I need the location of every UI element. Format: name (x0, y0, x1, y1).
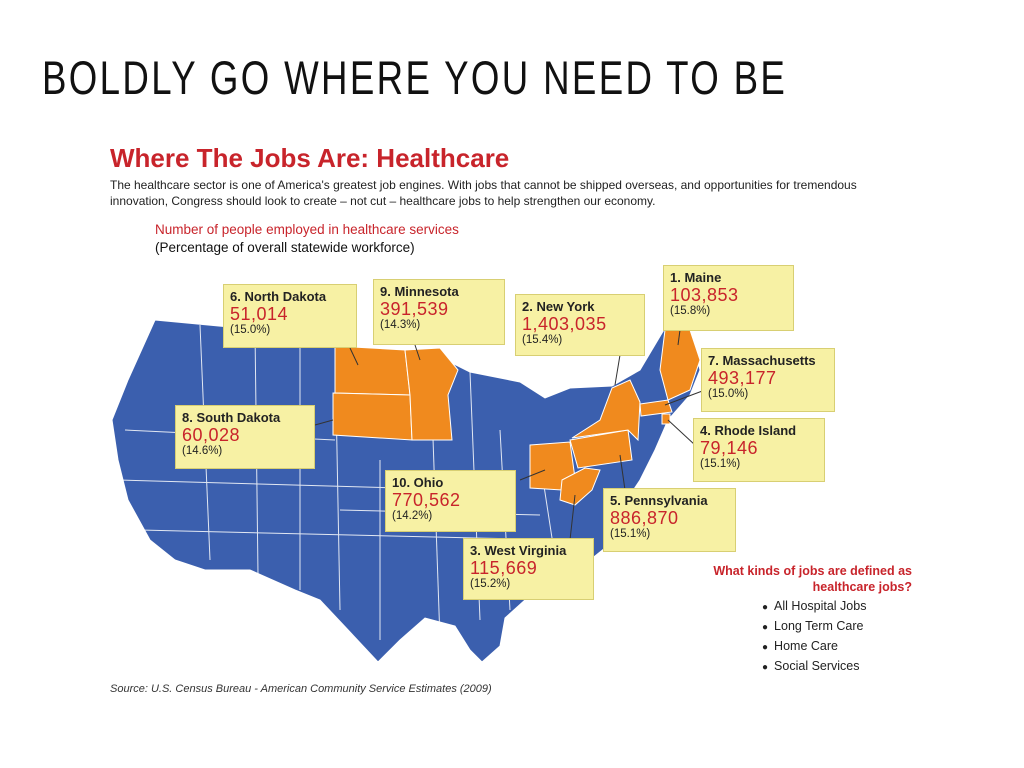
infographic-subtitle: Number of people employed in healthcare … (155, 222, 459, 237)
bullet-icon: ● (762, 642, 769, 653)
bullet-icon: ● (762, 622, 769, 633)
bullet-icon: ● (762, 602, 769, 613)
state-massachusetts (639, 399, 673, 417)
state-name: 4. Rhode Island (700, 423, 797, 438)
infographic-subtitle-note: (Percentage of overall statewide workfor… (155, 240, 415, 255)
employment-count: 770,562 (392, 490, 461, 510)
state-name: 10. Ohio (392, 475, 444, 490)
state-name: 2. New York (522, 299, 595, 314)
callout-new-york: 2. New York 1,403,035 (15.4%) (515, 294, 645, 356)
job-label: Social Services (774, 659, 860, 673)
employment-count: 79,146 (700, 438, 759, 458)
callout-west-virginia: 3. West Virginia 115,669 (15.2%) (463, 538, 594, 600)
state-name: 7. Massachusetts (708, 353, 816, 368)
callout-ohio: 10. Ohio 770,562 (14.2%) (385, 470, 516, 532)
workforce-percent: (15.1%) (610, 528, 651, 540)
workforce-percent: (14.2%) (392, 510, 433, 522)
job-label: Home Care (774, 639, 838, 653)
state-name: 1. Maine (670, 270, 722, 285)
callout-pennsylvania: 5. Pennsylvania 886,870 (15.1%) (603, 488, 736, 552)
state-name: 8. South Dakota (182, 410, 281, 425)
list-item: ● All Hospital Jobs (762, 597, 866, 617)
callout-massachusetts: 7. Massachusetts 493,177 (15.0%) (701, 348, 835, 412)
state-north-dakota (334, 345, 411, 396)
employment-count: 51,014 (230, 304, 289, 324)
source-note: Source: U.S. Census Bureau - American Co… (110, 683, 492, 695)
callout-minnesota: 9. Minnesota 391,539 (14.3%) (373, 279, 505, 345)
list-item: ● Social Services (762, 657, 866, 677)
workforce-percent: (15.1%) (700, 458, 741, 470)
employment-count: 103,853 (670, 285, 739, 305)
state-pennsylvania (569, 429, 633, 469)
workforce-percent: (15.0%) (230, 324, 271, 336)
jobs-list: ● All Hospital Jobs ● Long Term Care ● Home… (762, 597, 866, 677)
callout-rhode-island: 4. Rhode Island 79,146 (15.1%) (693, 418, 825, 482)
state-name: 5. Pennsylvania (610, 493, 708, 508)
workforce-percent: (14.6%) (182, 445, 223, 457)
employment-count: 115,669 (470, 558, 538, 578)
callout-south-dakota: 8. South Dakota 60,028 (14.6%) (175, 405, 315, 469)
slide-title: BOLDLY GO WHERE YOU NEED TO BE (42, 51, 788, 104)
state-rhode-island (661, 413, 671, 425)
employment-count: 886,870 (610, 508, 679, 528)
state-maine (659, 329, 701, 401)
infographic-description: The healthcare sector is one of America'… (110, 178, 857, 208)
state-new-york (571, 379, 641, 442)
employment-count: 391,539 (380, 299, 449, 319)
infographic-title: Where The Jobs Are: Healthcare (110, 143, 510, 173)
employment-count: 60,028 (182, 425, 241, 445)
list-item: ● Home Care (762, 637, 866, 657)
workforce-percent: (15.0%) (708, 388, 749, 400)
workforce-percent: (15.2%) (470, 578, 511, 590)
state-name: 6. North Dakota (230, 289, 327, 304)
employment-count: 493,177 (708, 368, 777, 388)
job-label: Long Term Care (774, 619, 864, 633)
workforce-percent: (14.3%) (380, 319, 421, 331)
state-name: 9. Minnesota (380, 284, 459, 299)
jobs-question: What kinds of jobs are defined as health… (713, 564, 912, 594)
employment-count: 1,403,035 (522, 314, 607, 334)
job-label: All Hospital Jobs (774, 599, 867, 613)
callout-maine: 1. Maine 103,853 (15.8%) (663, 265, 794, 331)
callout-north-dakota: 6. North Dakota 51,014 (15.0%) (223, 284, 357, 348)
state-west-virginia (559, 467, 601, 506)
state-minnesota (404, 347, 459, 441)
list-item: ● Long Term Care (762, 617, 866, 637)
state-south-dakota (332, 392, 413, 441)
workforce-percent: (15.4%) (522, 334, 563, 346)
state-name: 3. West Virginia (470, 543, 567, 558)
bullet-icon: ● (762, 662, 769, 673)
workforce-percent: (15.8%) (670, 305, 711, 317)
